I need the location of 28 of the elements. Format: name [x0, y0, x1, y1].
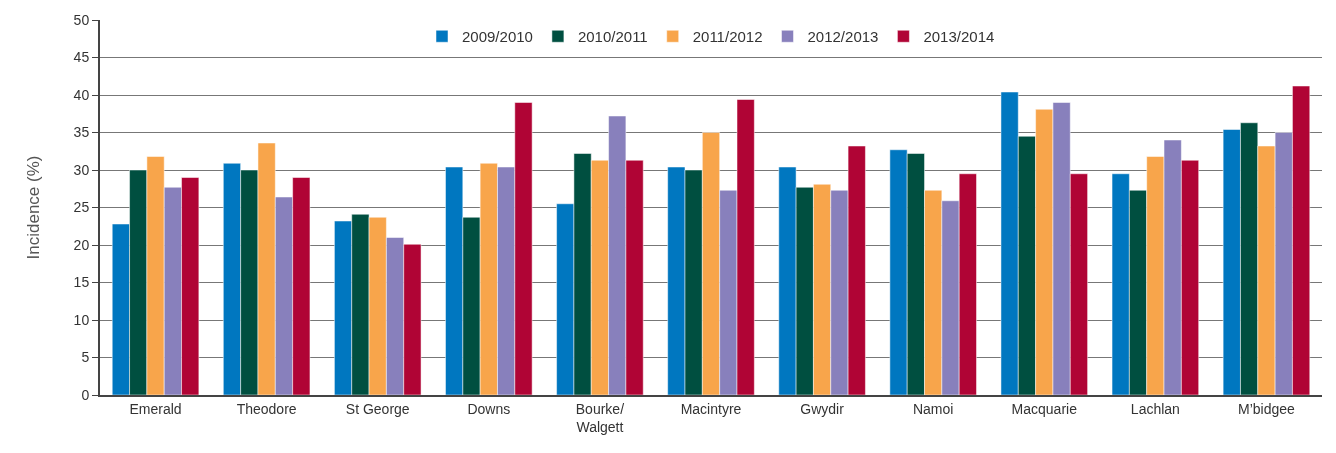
x-tick-label: Emerald	[129, 400, 182, 417]
x-tick-label: Lachlan	[1130, 400, 1180, 417]
legend-label: 2009/2010	[462, 28, 533, 46]
x-tick-label: Namoi	[912, 400, 954, 417]
legend-label: 2010/2011	[577, 28, 648, 46]
x-tick-label: St George	[345, 400, 410, 417]
y-tick-label: 30	[73, 161, 90, 178]
x-tick-label: M’bidgee	[1238, 400, 1296, 417]
x-tick-label: Macintyre	[680, 400, 742, 417]
x-tick-label: Bourke/ Walgett	[575, 400, 625, 435]
x-tick-label: Theodore	[236, 400, 297, 417]
y-tick-label: 40	[73, 86, 90, 103]
y-axis-title: Incidence (%)	[23, 155, 43, 260]
legend-label: 2012/2013	[807, 28, 879, 46]
y-tick-label: 15	[73, 274, 90, 291]
y-tick-label: 50	[73, 11, 90, 28]
y-tick-label: 35	[73, 124, 90, 141]
y-tick-label: 10	[73, 311, 90, 328]
legend-label: 2011/2012	[692, 28, 763, 46]
x-tick-label: Macquarie	[1011, 400, 1078, 417]
y-tick-label: 45	[73, 49, 90, 66]
legend-label: 2013/2014	[923, 28, 995, 46]
y-tick-label: 25	[73, 199, 90, 216]
x-tick-label: Downs	[467, 400, 511, 417]
y-tick-label: 20	[73, 236, 90, 253]
y-tick-label: 5	[81, 349, 90, 366]
x-tick-label: Gwydir	[800, 400, 845, 417]
y-tick-label: 0	[81, 386, 90, 403]
